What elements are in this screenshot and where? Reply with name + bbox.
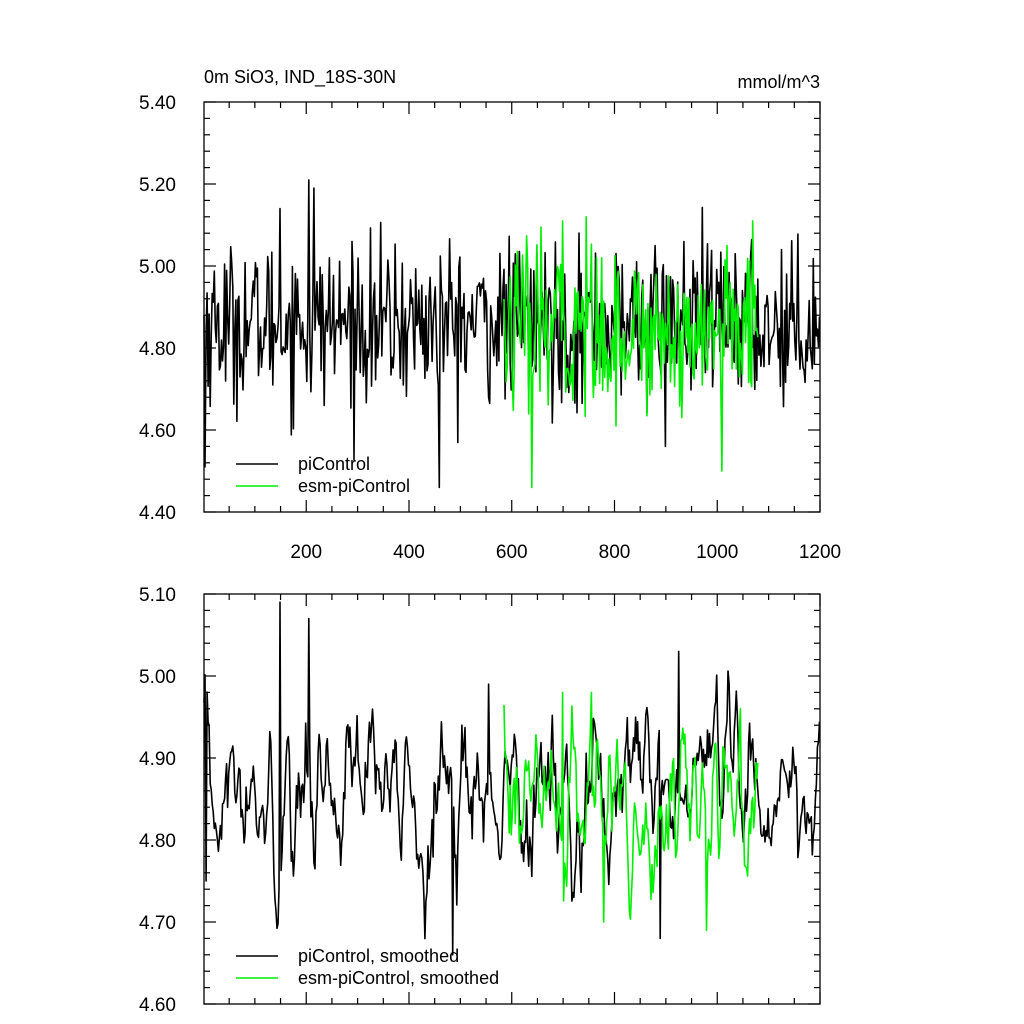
y-tick-label: 4.70 [139, 913, 176, 934]
y-tick-label: 4.90 [139, 749, 176, 770]
legend-label: piControl, smoothed [298, 946, 459, 966]
series-line-picontrol-smoothed [203, 601, 821, 956]
series-group [203, 601, 821, 956]
y-tick-label: 5.40 [139, 93, 176, 114]
tick-marks [204, 101, 821, 513]
legend-label: esm-piControl [298, 476, 410, 496]
x-tick-label: 200 [290, 542, 322, 563]
y-tick-label: 4.80 [139, 339, 176, 360]
y-tick-label: 4.80 [139, 831, 176, 852]
series-line-esm-picontrol-smoothed [503, 691, 759, 931]
units-label: mmol/m^3 [738, 72, 820, 92]
x-tick-label: 400 [393, 542, 425, 563]
y-tick-label: 5.10 [139, 585, 176, 606]
tick-marks [204, 593, 821, 1005]
x-tick-label: 600 [496, 542, 528, 563]
legend-label: esm-piControl, smoothed [298, 968, 499, 988]
series-line-esm-picontrol [503, 216, 759, 489]
x-tick-label: 800 [599, 542, 631, 563]
plot-title: 0m SiO3, IND_18S-30N [204, 67, 396, 88]
top-panel: 4.40 4.60 4.80 5.00 5.20 5.40 200 400 600 800 1000… [139, 93, 841, 563]
legend-label: piControl [298, 454, 370, 474]
y-tick-label: 4.60 [139, 421, 176, 442]
y-tick-label: 5.20 [139, 175, 176, 196]
y-tick-label: 5.00 [139, 257, 176, 278]
y-tick-label: 5.00 [139, 667, 176, 688]
x-tick-label: 1000 [696, 542, 738, 563]
y-tick-label: 4.60 [139, 995, 176, 1016]
bottom-panel: 4.60 4.70 4.80 4.90 5.00 5.10 piControl, smoot… [139, 585, 821, 1016]
y-tick-label: 4.40 [139, 503, 176, 524]
series-group [203, 179, 821, 489]
x-tick-label: 1200 [799, 542, 841, 563]
